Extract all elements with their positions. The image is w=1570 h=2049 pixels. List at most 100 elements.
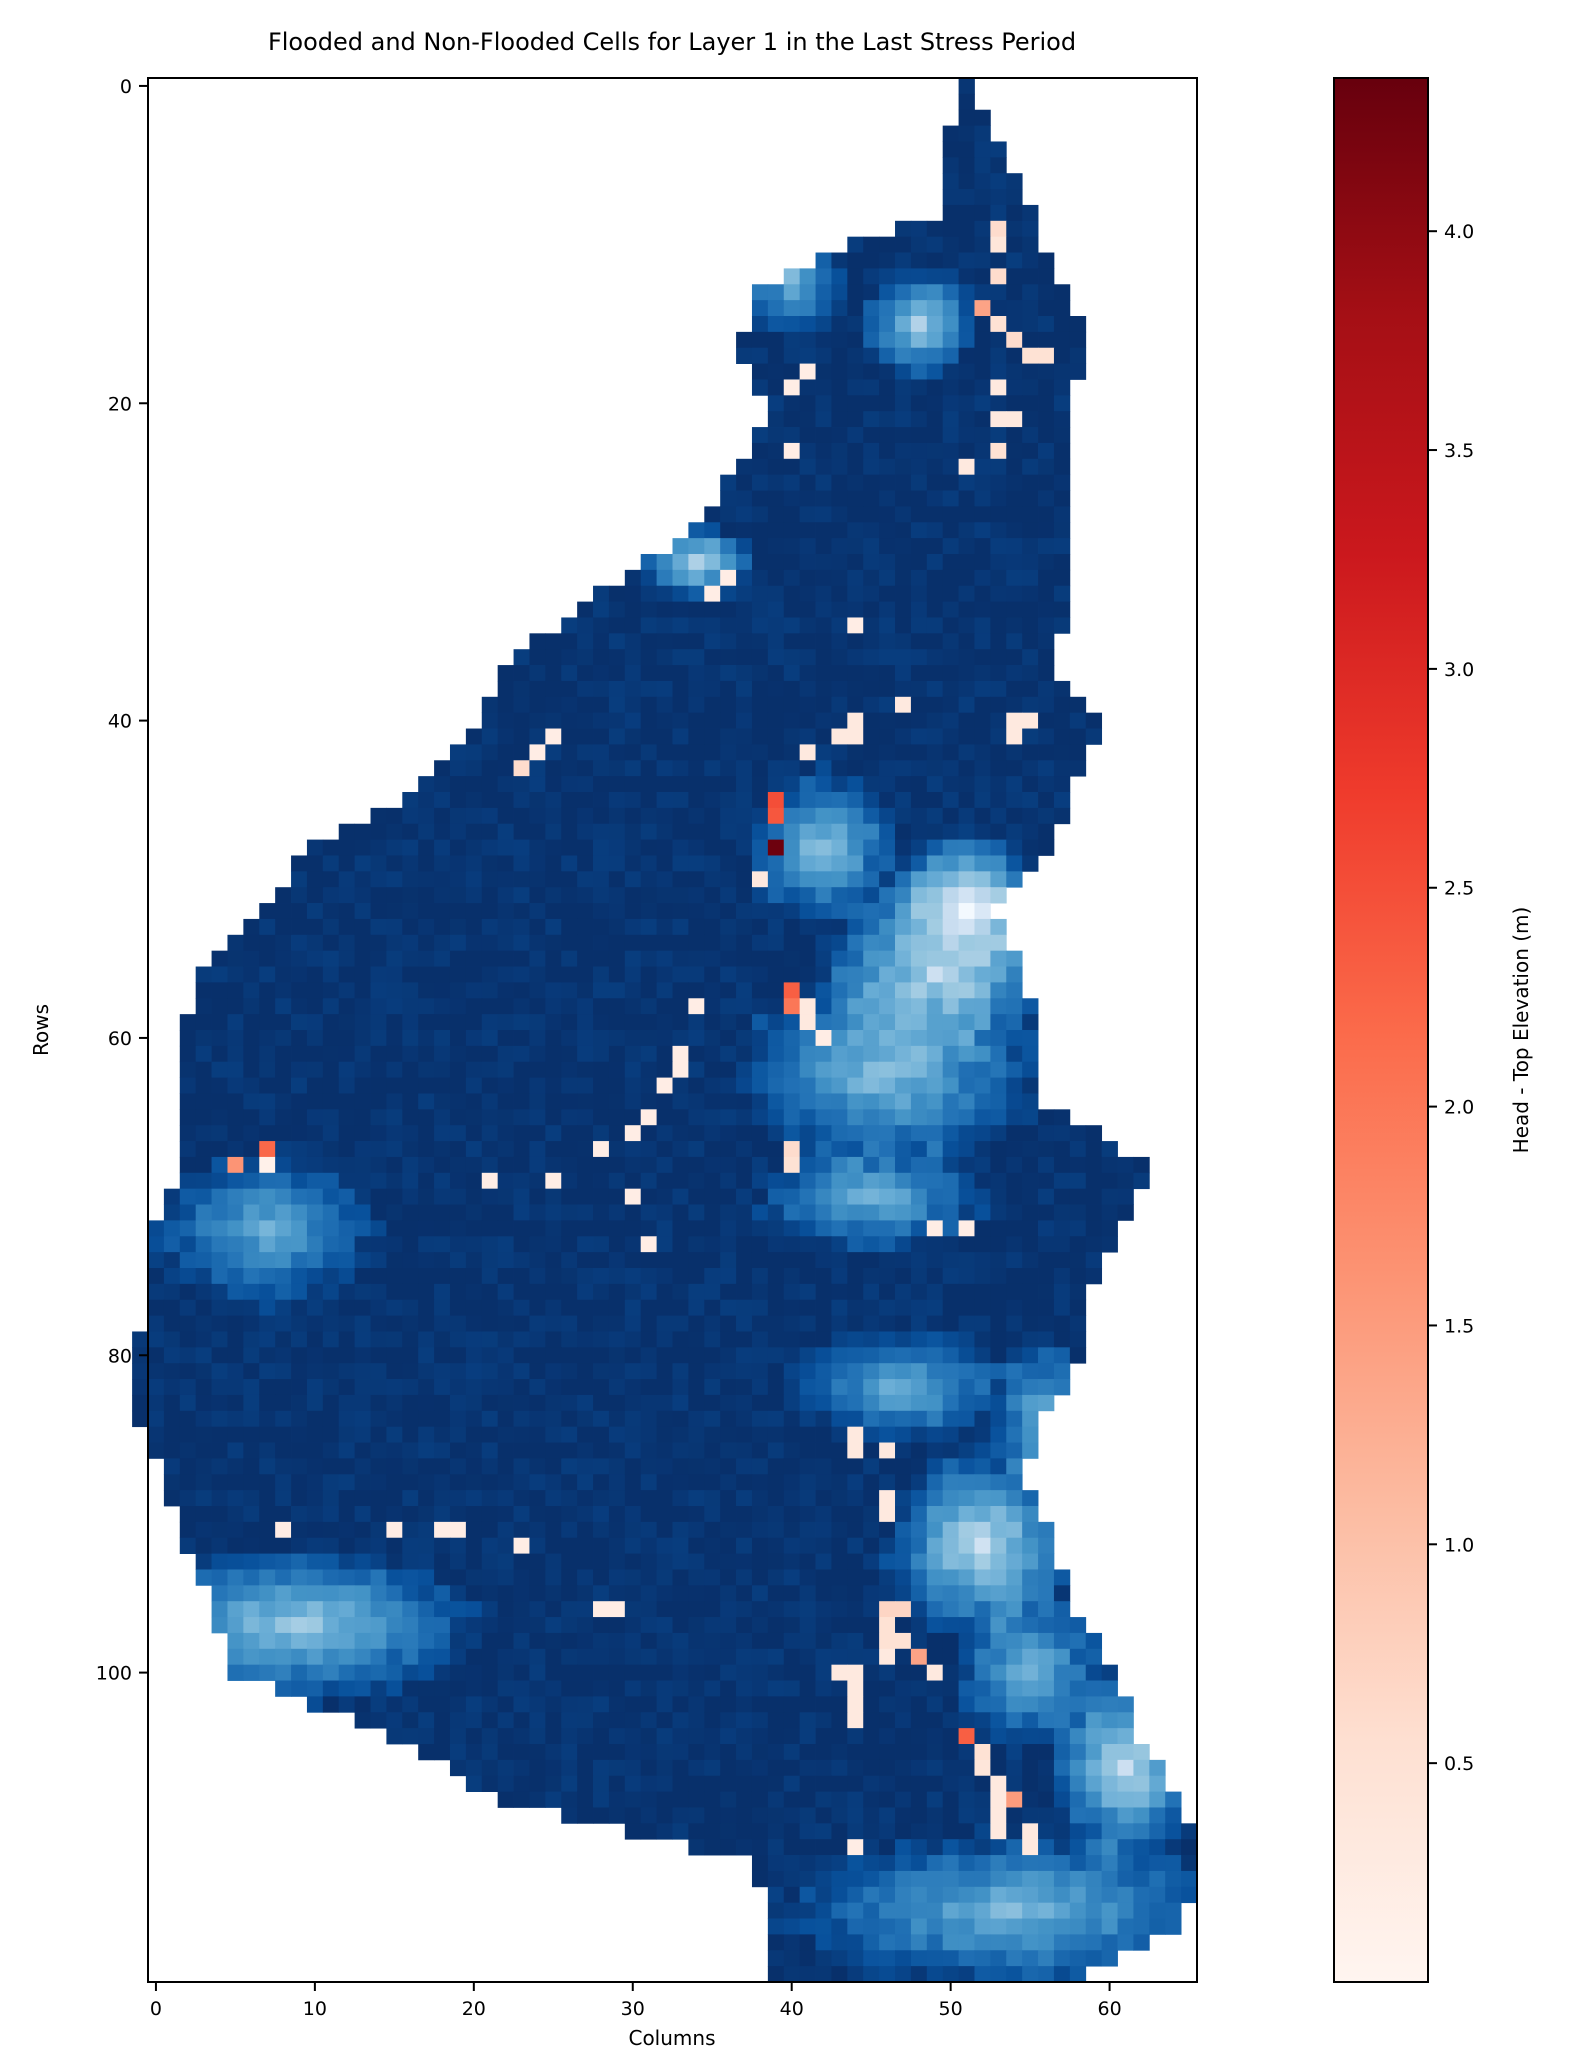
- non-flooded-cell: [847, 649, 864, 666]
- non-flooded-cell: [1069, 1807, 1087, 1824]
- non-flooded-cell: [593, 1268, 610, 1285]
- non-flooded-cell: [624, 1268, 642, 1285]
- non-flooded-cell: [751, 1458, 769, 1475]
- non-flooded-cell: [1022, 204, 1039, 222]
- non-flooded-cell: [640, 1569, 657, 1586]
- non-flooded-cell: [863, 442, 880, 460]
- non-flooded-cell: [481, 982, 499, 999]
- non-flooded-cell: [1069, 1172, 1087, 1190]
- non-flooded-cell: [1038, 1537, 1055, 1554]
- flooded-cell: [847, 712, 864, 729]
- non-flooded-cell: [783, 1934, 801, 1951]
- non-flooded-cell: [275, 1585, 292, 1602]
- non-flooded-cell: [402, 1109, 419, 1126]
- non-flooded-cell: [402, 1125, 419, 1142]
- non-flooded-cell: [751, 490, 769, 507]
- non-flooded-cell: [577, 950, 594, 967]
- non-flooded-cell: [847, 1474, 864, 1491]
- non-flooded-cell: [799, 284, 816, 301]
- non-flooded-cell: [163, 1204, 181, 1221]
- non-flooded-cell: [1022, 1648, 1039, 1666]
- non-flooded-cell: [736, 1474, 753, 1491]
- non-flooded-cell: [513, 1188, 530, 1205]
- non-flooded-cell: [942, 792, 959, 809]
- non-flooded-cell: [545, 760, 562, 777]
- non-flooded-cell: [1022, 1632, 1039, 1650]
- non-flooded-cell: [434, 1442, 451, 1459]
- non-flooded-cell: [688, 855, 705, 872]
- non-flooded-cell: [561, 1696, 578, 1713]
- non-flooded-cell: [561, 1156, 578, 1174]
- non-flooded-cell: [195, 1506, 212, 1523]
- non-flooded-cell: [688, 1426, 705, 1443]
- non-flooded-cell: [1022, 1870, 1039, 1888]
- non-flooded-cell: [831, 1204, 848, 1221]
- non-flooded-cell: [481, 1744, 499, 1761]
- non-flooded-cell: [1117, 1839, 1134, 1856]
- non-flooded-cell: [656, 1744, 673, 1761]
- non-flooded-cell: [847, 347, 864, 364]
- non-flooded-cell: [434, 1569, 451, 1586]
- non-flooded-cell: [211, 1093, 228, 1110]
- non-flooded-cell: [593, 1331, 610, 1348]
- non-flooded-cell: [545, 1061, 562, 1078]
- non-flooded-cell: [386, 871, 403, 888]
- non-flooded-cell: [974, 744, 991, 761]
- flooded-cell: [513, 1537, 530, 1554]
- non-flooded-cell: [577, 1426, 594, 1443]
- non-flooded-cell: [895, 1363, 912, 1380]
- non-flooded-cell: [465, 1172, 483, 1190]
- non-flooded-cell: [942, 1474, 959, 1491]
- non-flooded-cell: [434, 887, 451, 904]
- non-flooded-cell: [418, 1490, 435, 1507]
- non-flooded-cell: [322, 839, 340, 856]
- non-flooded-cell: [497, 982, 514, 999]
- non-flooded-cell: [243, 1014, 260, 1031]
- non-flooded-cell: [704, 569, 721, 587]
- non-flooded-cell: [195, 1093, 212, 1110]
- non-flooded-cell: [926, 1648, 944, 1666]
- non-flooded-cell: [958, 792, 975, 809]
- non-flooded-cell: [402, 1696, 419, 1713]
- non-flooded-cell: [751, 903, 769, 920]
- non-flooded-cell: [656, 1299, 673, 1316]
- non-flooded-cell: [545, 665, 562, 682]
- non-flooded-cell: [608, 823, 626, 840]
- non-flooded-cell: [656, 1156, 673, 1174]
- non-flooded-cell: [767, 823, 785, 840]
- non-flooded-cell: [736, 1045, 753, 1063]
- non-flooded-cell: [1053, 458, 1071, 476]
- non-flooded-cell: [243, 1331, 260, 1348]
- non-flooded-cell: [815, 1363, 832, 1380]
- non-flooded-cell: [799, 633, 816, 650]
- non-flooded-cell: [879, 331, 896, 349]
- non-flooded-cell: [1022, 1664, 1039, 1681]
- non-flooded-cell: [640, 1141, 657, 1158]
- non-flooded-cell: [672, 1537, 689, 1554]
- non-flooded-cell: [720, 1648, 737, 1666]
- non-flooded-cell: [179, 1061, 197, 1078]
- non-flooded-cell: [895, 1569, 912, 1586]
- non-flooded-cell: [465, 1236, 483, 1253]
- non-flooded-cell: [799, 871, 816, 888]
- non-flooded-cell: [736, 1442, 753, 1459]
- non-flooded-cell: [688, 1585, 705, 1602]
- non-flooded-cell: [370, 1680, 387, 1697]
- non-flooded-cell: [910, 839, 928, 856]
- non-flooded-cell: [704, 1744, 721, 1761]
- non-flooded-cell: [879, 871, 896, 888]
- non-flooded-cell: [863, 1886, 880, 1904]
- non-flooded-cell: [561, 1252, 578, 1269]
- non-flooded-cell: [926, 1712, 944, 1729]
- non-flooded-cell: [561, 776, 578, 793]
- non-flooded-cell: [608, 649, 626, 666]
- non-flooded-cell: [910, 665, 928, 682]
- non-flooded-cell: [593, 1172, 610, 1190]
- non-flooded-cell: [577, 1585, 594, 1602]
- non-flooded-cell: [863, 1870, 880, 1888]
- non-flooded-cell: [291, 1268, 308, 1285]
- non-flooded-cell: [879, 1521, 896, 1539]
- non-flooded-cell: [815, 680, 832, 698]
- non-flooded-cell: [1038, 792, 1055, 809]
- non-flooded-cell: [561, 680, 578, 698]
